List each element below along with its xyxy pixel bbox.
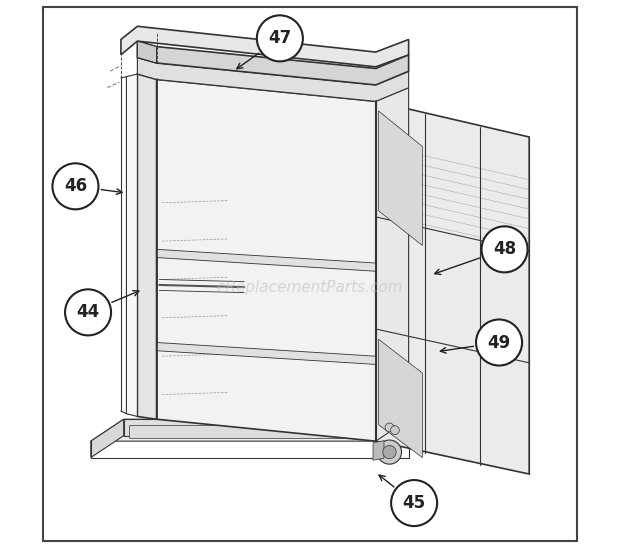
Polygon shape (373, 441, 384, 460)
Text: eReplacementParts.com: eReplacementParts.com (216, 280, 404, 295)
Circle shape (378, 440, 402, 464)
Text: 45: 45 (402, 494, 426, 512)
Polygon shape (121, 26, 409, 67)
Polygon shape (378, 339, 422, 458)
Polygon shape (157, 342, 376, 364)
Polygon shape (138, 58, 409, 101)
Polygon shape (376, 88, 409, 441)
Polygon shape (91, 419, 123, 458)
Polygon shape (123, 419, 409, 436)
Text: 48: 48 (493, 241, 516, 258)
Circle shape (257, 15, 303, 61)
Circle shape (482, 226, 528, 272)
Circle shape (385, 423, 394, 432)
Polygon shape (129, 425, 365, 438)
Circle shape (391, 426, 399, 435)
Text: 47: 47 (268, 30, 291, 47)
Circle shape (65, 289, 111, 335)
Circle shape (383, 446, 396, 459)
Circle shape (391, 480, 437, 526)
Polygon shape (138, 74, 157, 419)
Polygon shape (376, 101, 529, 474)
Polygon shape (138, 41, 157, 63)
Polygon shape (378, 111, 422, 246)
Text: 44: 44 (76, 304, 100, 321)
Text: 46: 46 (64, 178, 87, 195)
Polygon shape (91, 419, 409, 441)
Polygon shape (157, 249, 376, 271)
Circle shape (476, 319, 522, 366)
Polygon shape (138, 41, 409, 85)
Polygon shape (157, 79, 376, 441)
Circle shape (53, 163, 99, 209)
Text: 49: 49 (487, 334, 511, 351)
Polygon shape (126, 74, 138, 416)
